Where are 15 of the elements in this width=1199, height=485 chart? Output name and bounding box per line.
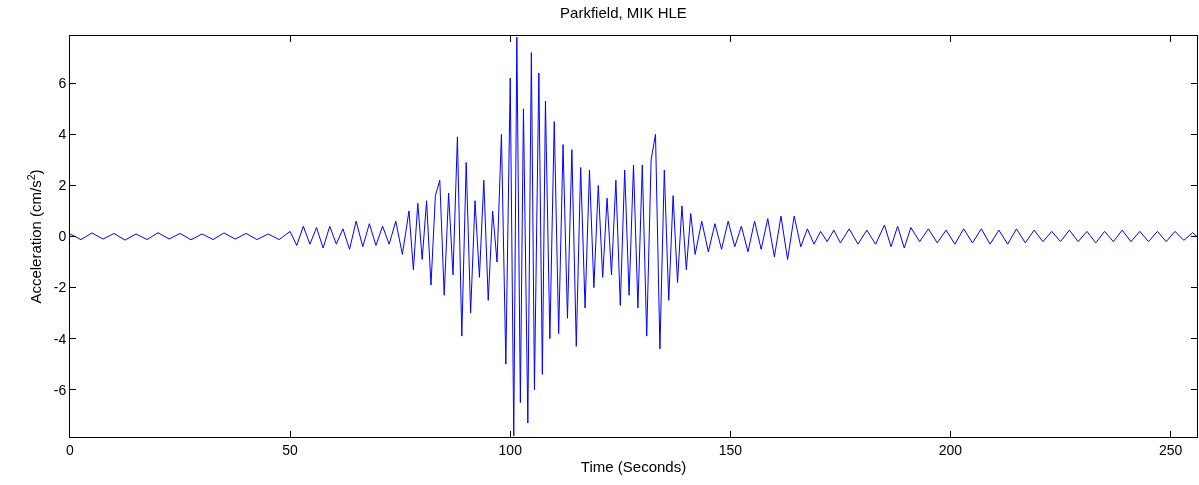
y-tick-label: 2 bbox=[58, 177, 67, 194]
y-tick-label: 4 bbox=[58, 126, 67, 143]
y-tick-label: -2 bbox=[53, 279, 67, 296]
y-tick-label: -6 bbox=[53, 381, 67, 398]
x-tick-label: 250 bbox=[1158, 441, 1183, 458]
y-tick-label: -4 bbox=[53, 330, 67, 347]
line-series bbox=[70, 36, 1197, 437]
y-tick-label: 0 bbox=[58, 228, 67, 245]
x-tick-label: 200 bbox=[938, 441, 963, 458]
x-tick-label: 150 bbox=[718, 441, 743, 458]
chart-title: Parkfield, MIK HLE bbox=[560, 3, 687, 21]
x-tick-label: 100 bbox=[498, 441, 523, 458]
y-tick-label: 6 bbox=[58, 75, 67, 92]
x-axis-title: Time (Seconds) bbox=[580, 457, 687, 475]
x-tick-label: 50 bbox=[282, 441, 299, 458]
